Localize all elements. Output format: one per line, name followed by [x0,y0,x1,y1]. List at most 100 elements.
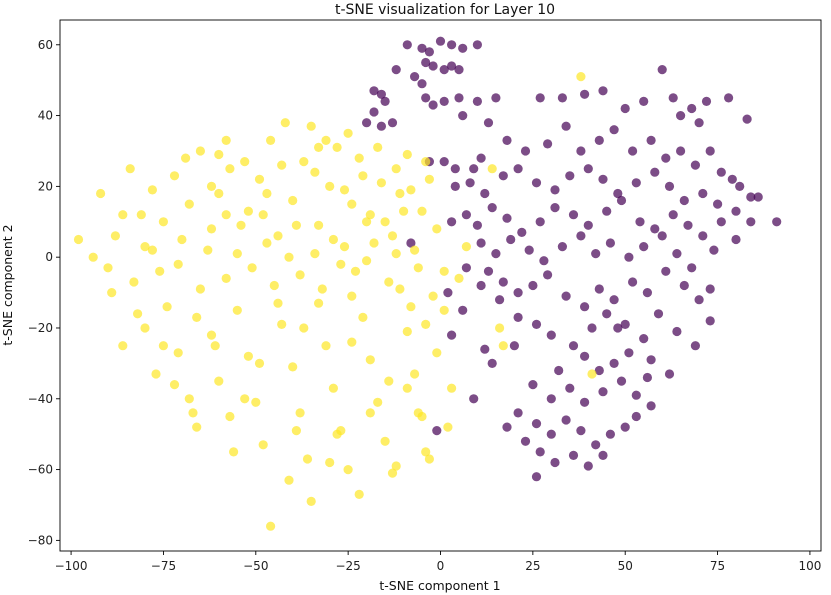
scatter-point-series-0 [746,217,756,227]
scatter-point-series-0 [609,358,619,368]
scatter-point-series-1 [192,312,202,322]
scatter-point-series-1 [125,164,135,174]
scatter-point-series-0 [694,295,704,305]
scatter-point-series-0 [498,171,508,181]
scatter-point-series-1 [306,121,316,131]
scatter-point-series-1 [314,220,324,230]
scatter-point-series-0 [465,178,475,188]
scatter-point-series-1 [288,362,298,372]
scatter-point-series-0 [735,181,745,191]
scatter-point-series-0 [531,472,542,482]
scatter-point-series-0 [546,394,556,404]
scatter-point-series-0 [550,457,560,468]
y-axis-title: t-SNE component 2 [0,224,15,345]
scatter-point-series-1 [328,234,338,245]
scatter-point-series-1 [188,408,198,418]
scatter-point-series-1 [347,199,357,209]
scatter-point-series-0 [557,93,568,103]
scatter-point-series-0 [687,263,697,273]
scatter-point-series-1 [103,263,113,273]
scatter-point-series-0 [472,40,482,50]
scatter-point-series-0 [546,429,556,439]
scatter-point-series-1 [181,153,191,163]
scatter-point-series-1 [314,298,324,308]
scatter-point-series-1 [461,242,471,252]
scatter-point-series-0 [443,288,453,298]
scatter-point-series-1 [347,291,357,301]
y-axis: −80 −60 −40 −20 0 20 40 60 [28,38,60,547]
x-axis-title: t-SNE component 1 [379,578,500,593]
scatter-point-series-0 [598,174,608,184]
scatter-point-series-1 [328,383,338,393]
scatter-point-series-0 [724,93,734,103]
scatter-point-series-1 [158,341,168,351]
scatter-point-series-0 [772,217,782,227]
scatter-point-series-0 [502,135,512,145]
scatter-point-series-1 [214,376,224,386]
scatter-point-series-1 [214,188,224,199]
scatter-point-series-0 [624,252,634,262]
scatter-point-series-1 [221,135,231,145]
scatter-point-series-1 [162,302,172,312]
scatter-point-series-0 [531,178,542,188]
scatter-point-series-1 [373,142,383,152]
scatter-point-series-1 [225,164,235,174]
x-tick-label: −75 [151,559,176,573]
scatter-point-series-1 [347,337,357,347]
scatter-point-series-0 [676,111,686,121]
scatter-point-series-0 [594,365,604,376]
scatter-point-series-1 [221,210,231,220]
scatter-point-series-1 [376,178,386,188]
scatter-point-series-0 [435,36,446,46]
scatter-point-series-1 [266,135,276,145]
scatter-point-series-0 [402,40,412,50]
scatter-point-series-0 [576,231,586,241]
scatter-point-series-0 [491,249,501,259]
scatter-point-series-0 [602,206,612,216]
scatter-point-series-1 [354,489,364,499]
plot-area [73,36,782,531]
scatter-point-series-0 [406,238,416,248]
scatter-point-series-0 [591,249,601,259]
scatter-point-series-0 [580,89,590,99]
scatter-point-series-0 [698,231,708,241]
scatter-point-series-0 [561,121,571,131]
scatter-point-series-1 [373,397,383,407]
scatter-point-series-1 [576,72,586,82]
scatter-point-series-0 [580,397,590,407]
scatter-point-series-0 [587,323,597,333]
scatter-point-series-0 [513,408,523,418]
scatter-point-series-0 [613,323,623,333]
scatter-point-series-0 [620,103,630,114]
scatter-point-series-0 [698,188,708,199]
scatter-point-series-0 [447,61,457,71]
scatter-point-series-1 [254,358,265,368]
scatter-point-series-0 [646,135,656,145]
scatter-point-series-0 [539,256,549,266]
scatter-point-series-0 [594,284,604,294]
scatter-point-series-0 [502,213,512,223]
scatter-point-series-1 [306,496,316,506]
scatter-point-series-0 [480,344,490,354]
scatter-point-series-1 [454,273,464,283]
scatter-point-series-1 [391,164,401,174]
scatter-point-series-0 [742,114,752,124]
scatter-point-series-0 [476,153,486,163]
scatter-point-series-0 [646,355,656,365]
scatter-point-series-1 [140,242,150,252]
scatter-point-series-0 [631,178,641,188]
scatter-point-series-0 [421,93,431,103]
scatter-point-series-0 [546,330,556,340]
scatter-point-series-0 [668,93,678,103]
scatter-point-series-1 [495,323,505,333]
scatter-point-series-0 [491,93,501,103]
scatter-point-series-1 [325,181,335,191]
scatter-point-series-0 [598,86,608,96]
scatter-point-series-1 [288,195,298,206]
scatter-point-series-0 [598,450,608,460]
scatter-point-series-0 [705,146,715,156]
scatter-point-series-0 [583,461,593,471]
scatter-point-series-1 [118,210,128,220]
scatter-point-series-0 [672,326,682,337]
scatter-point-series-1 [302,454,313,464]
